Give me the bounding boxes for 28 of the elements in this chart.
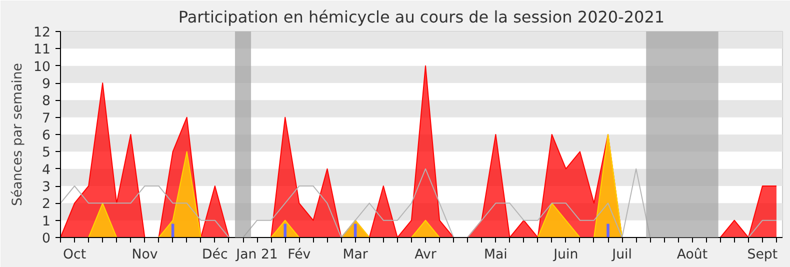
x-tick-label: Déc — [202, 248, 228, 262]
y-tick-label: 8 — [42, 94, 51, 110]
line-series — [60, 168, 777, 238]
x-tick-label: Août — [676, 248, 708, 262]
y-tick-label: 6 — [42, 128, 51, 144]
x-tick-label: Juin — [552, 248, 578, 262]
x-tick-label: Mar — [342, 248, 368, 262]
y-tick-label: 1 — [42, 214, 51, 230]
x-tick-label: Juil — [611, 248, 632, 262]
x-tick-label: Avr — [414, 248, 437, 262]
chart-title: Participation en hémicycle au cours de la session 2020-2021 — [178, 8, 665, 26]
y-axis-title: Séances par semaine — [10, 63, 26, 206]
x-tick-label: Sept — [747, 248, 778, 262]
y-tick-label: 11 — [34, 42, 51, 58]
y-tick-label: 4 — [42, 162, 51, 178]
x-tick-label: Mai — [484, 248, 508, 262]
y-tick-label: 10 — [34, 60, 51, 75]
y-tick-label: 3 — [42, 180, 51, 195]
y-tick-label: 2 — [42, 197, 51, 212]
y-tick-label: 0 — [42, 232, 51, 246]
x-tick-label: Nov — [132, 248, 158, 262]
y-tick-label: 9 — [42, 77, 51, 92]
x-tick-label: Jan 21 — [235, 248, 278, 262]
y-tick-label: 5 — [42, 146, 51, 161]
y-tick-label: 7 — [42, 111, 51, 126]
x-tick-label: Fév — [288, 248, 311, 262]
y-tick-label: 12 — [34, 26, 51, 40]
x-tick-label: Oct — [63, 248, 86, 262]
